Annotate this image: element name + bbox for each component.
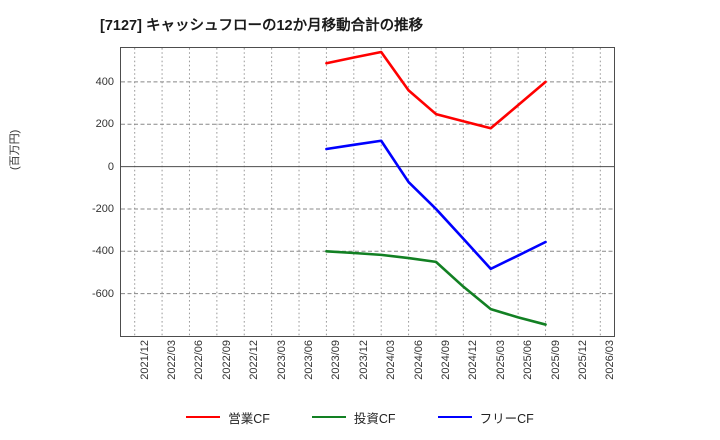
chart-title: [7127] キャッシュフローの12か月移動合計の推移 <box>100 18 424 34</box>
y-tick-label: -400 <box>91 245 114 258</box>
x-tick-label: 2025/06 <box>522 340 535 380</box>
x-tick-label: 2025/12 <box>576 340 589 380</box>
x-tick-label: 2024/06 <box>412 340 425 380</box>
x-tick-label: 2026/03 <box>604 340 617 380</box>
x-tick-label: 2023/06 <box>303 340 316 380</box>
x-tick-label: 2022/03 <box>166 340 179 380</box>
legend-item[interactable]: フリーCF <box>437 408 534 427</box>
legend-item[interactable]: 投資CF <box>311 408 396 427</box>
plot-area <box>120 47 615 337</box>
x-tick-label: 2022/12 <box>248 340 261 380</box>
chart-legend: 営業CF 投資CF フリーCF <box>0 404 720 430</box>
legend-label: 営業CF <box>228 411 270 426</box>
series-line-投資CF <box>325 249 547 326</box>
x-tick-label: 2025/09 <box>549 340 562 380</box>
y-axis-title: (百万円) <box>9 129 21 170</box>
x-tick-label: 2024/12 <box>467 340 480 380</box>
series-line-営業CF <box>325 50 547 130</box>
y-tick-label: 200 <box>95 118 114 131</box>
y-axis-tick-labels: 400 200 0 -200 -400 -600 <box>68 47 114 337</box>
y-tick-label: -600 <box>91 287 114 300</box>
y-tick-label: -200 <box>91 202 114 215</box>
x-tick-label: 2021/12 <box>138 340 151 380</box>
x-tick-label: 2024/03 <box>385 340 398 380</box>
x-tick-label: 2023/09 <box>330 340 343 380</box>
legend-label: フリーCF <box>479 411 534 426</box>
y-tick-label: 0 <box>107 160 114 173</box>
x-tick-label: 2023/12 <box>357 340 370 380</box>
plot-svg <box>121 48 614 336</box>
legend-color-swatch <box>437 416 472 418</box>
legend-label: 投資CF <box>353 411 396 426</box>
legend-item[interactable]: 営業CF <box>186 408 270 427</box>
x-tick-label: 2022/09 <box>220 340 233 380</box>
x-tick-label: 2025/03 <box>494 340 507 380</box>
x-tick-label: 2022/06 <box>193 340 206 380</box>
series-line-フリーCF <box>325 139 547 271</box>
legend-color-swatch <box>311 416 346 418</box>
y-tick-label: 400 <box>95 75 114 88</box>
x-tick-label: 2024/09 <box>439 340 452 380</box>
x-tick-label: 2023/03 <box>275 340 288 380</box>
legend-color-swatch <box>186 416 221 418</box>
